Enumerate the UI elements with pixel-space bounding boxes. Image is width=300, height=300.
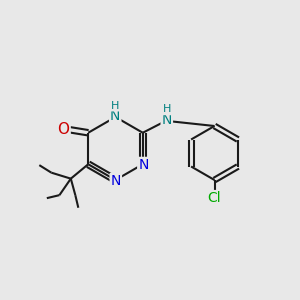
- Text: O: O: [58, 122, 70, 137]
- Text: H: H: [111, 100, 119, 111]
- Text: N: N: [162, 113, 172, 127]
- Text: H: H: [163, 104, 171, 114]
- Text: Cl: Cl: [208, 191, 221, 205]
- Text: N: N: [111, 174, 121, 188]
- Text: N: N: [138, 158, 148, 172]
- Text: N: N: [110, 109, 120, 123]
